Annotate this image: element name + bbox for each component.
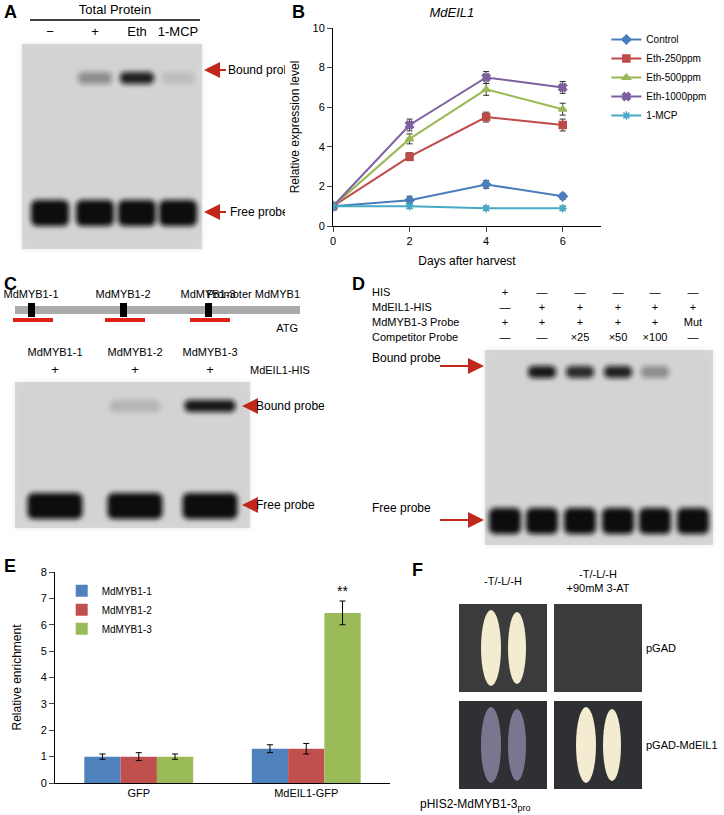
svg-text:—: — bbox=[613, 286, 624, 298]
svg-text:Promoter MdMYB1: Promoter MdMYB1 bbox=[206, 288, 300, 300]
svg-text:Total Protein: Total Protein bbox=[79, 2, 151, 17]
svg-text:pHIS2-MdMYB1-3pro: pHIS2-MdMYB1-3pro bbox=[420, 797, 530, 813]
svg-text:Bound probe: Bound probe bbox=[228, 63, 297, 77]
svg-text:+: + bbox=[615, 301, 621, 313]
svg-text:MdMYB1-2: MdMYB1-2 bbox=[95, 288, 150, 300]
html-text:C: C bbox=[4, 274, 17, 294]
svg-text:Eth-1000ppm: Eth-1000ppm bbox=[646, 91, 706, 102]
svg-text:Control: Control bbox=[646, 34, 678, 45]
svg-text:1: 1 bbox=[41, 750, 47, 762]
svg-text:**: ** bbox=[337, 583, 348, 599]
svg-text:7: 7 bbox=[41, 592, 47, 604]
svg-text:+: + bbox=[539, 301, 545, 313]
svg-text:MdEIL1-HIS: MdEIL1-HIS bbox=[250, 364, 310, 376]
svg-text:+: + bbox=[206, 362, 214, 377]
svg-text:Competitor Probe: Competitor Probe bbox=[372, 331, 458, 343]
svg-text:+: + bbox=[539, 316, 545, 328]
svg-text:Relative enrichment: Relative enrichment bbox=[10, 624, 24, 731]
svg-text:8: 8 bbox=[319, 61, 325, 73]
html-text:F: F bbox=[412, 560, 423, 580]
svg-text:3: 3 bbox=[41, 698, 47, 710]
html-text:A: A bbox=[4, 2, 17, 22]
svg-text:-T/-L/-H: -T/-L/-H bbox=[484, 575, 522, 587]
svg-text:Bound probe: Bound probe bbox=[372, 351, 441, 365]
svg-text:0: 0 bbox=[319, 220, 325, 232]
svg-text:10: 10 bbox=[313, 22, 325, 34]
svg-text:MdMYB1-1: MdMYB1-1 bbox=[27, 346, 82, 358]
svg-text:HIS: HIS bbox=[372, 286, 390, 298]
svg-text:Mut: Mut bbox=[684, 316, 702, 328]
svg-text:MdMYB1-3 Probe: MdMYB1-3 Probe bbox=[372, 316, 459, 328]
svg-text:—: — bbox=[500, 301, 511, 313]
svg-text:pGAD-MdEIL1: pGAD-MdEIL1 bbox=[646, 739, 718, 751]
svg-text:MdMYB1-3: MdMYB1-3 bbox=[102, 624, 152, 635]
svg-text:+: + bbox=[577, 316, 583, 328]
svg-text:+: + bbox=[131, 362, 139, 377]
svg-text:8: 8 bbox=[41, 566, 47, 578]
svg-text:ATG: ATG bbox=[276, 322, 298, 334]
svg-text:5: 5 bbox=[41, 645, 47, 657]
svg-text:MdEIL1: MdEIL1 bbox=[429, 5, 474, 20]
svg-text:—: — bbox=[688, 331, 699, 343]
svg-text:4: 4 bbox=[319, 141, 325, 153]
svg-text:1-MCP: 1-MCP bbox=[158, 24, 198, 39]
svg-text:GFP: GFP bbox=[127, 787, 150, 799]
svg-text:6: 6 bbox=[560, 235, 566, 247]
svg-text:pGAD: pGAD bbox=[646, 642, 676, 654]
svg-text:Relative expression level: Relative expression level bbox=[288, 61, 302, 194]
svg-text:—: — bbox=[537, 331, 548, 343]
html-text:B: B bbox=[292, 2, 305, 22]
svg-text:+: + bbox=[690, 301, 696, 313]
svg-text:4: 4 bbox=[483, 235, 489, 247]
svg-text:0: 0 bbox=[330, 235, 336, 247]
svg-text:+: + bbox=[577, 301, 583, 313]
svg-text:MdMYB1-3: MdMYB1-3 bbox=[182, 346, 237, 358]
svg-text:—: — bbox=[575, 286, 586, 298]
svg-text:1-MCP: 1-MCP bbox=[646, 110, 677, 121]
svg-text:2: 2 bbox=[407, 235, 413, 247]
svg-text:+: + bbox=[91, 24, 99, 39]
svg-text:—: — bbox=[650, 286, 661, 298]
svg-text:0: 0 bbox=[41, 777, 47, 789]
svg-text:+: + bbox=[652, 316, 658, 328]
svg-text:Bound probe: Bound probe bbox=[256, 399, 325, 413]
svg-text:+: + bbox=[502, 286, 508, 298]
svg-text:MdMYB1-2: MdMYB1-2 bbox=[107, 346, 162, 358]
svg-text:—: — bbox=[688, 286, 699, 298]
svg-text:Days after harvest: Days after harvest bbox=[418, 254, 516, 268]
svg-text:−: − bbox=[46, 24, 54, 39]
svg-text:+: + bbox=[51, 362, 59, 377]
svg-text:MdMYB1-1: MdMYB1-1 bbox=[3, 288, 59, 300]
svg-text:×50: ×50 bbox=[609, 331, 628, 343]
svg-text:4: 4 bbox=[41, 671, 47, 683]
svg-text:+: + bbox=[652, 301, 658, 313]
html-text:E: E bbox=[4, 556, 16, 576]
svg-text:6: 6 bbox=[319, 101, 325, 113]
svg-text:+: + bbox=[615, 316, 621, 328]
svg-text:Free probe: Free probe bbox=[372, 501, 431, 515]
svg-text:—: — bbox=[500, 331, 511, 343]
svg-text:—: — bbox=[537, 286, 548, 298]
svg-text:2: 2 bbox=[319, 180, 325, 192]
svg-text:Eth-250ppm: Eth-250ppm bbox=[646, 53, 700, 64]
svg-text:×100: ×100 bbox=[643, 331, 668, 343]
svg-text:MdEIL1-HIS: MdEIL1-HIS bbox=[372, 301, 432, 313]
svg-text:MdMYB1-1: MdMYB1-1 bbox=[102, 586, 152, 597]
html-text:D: D bbox=[352, 274, 365, 294]
svg-text:+: + bbox=[502, 316, 508, 328]
svg-text:2: 2 bbox=[41, 724, 47, 736]
svg-text:6: 6 bbox=[41, 619, 47, 631]
svg-text:MdMYB1-2: MdMYB1-2 bbox=[102, 605, 152, 616]
svg-text:-T/-L/-H: -T/-L/-H bbox=[579, 568, 617, 580]
svg-text:MdEIL1-GFP: MdEIL1-GFP bbox=[274, 787, 338, 799]
svg-text:Eth: Eth bbox=[127, 24, 147, 39]
svg-text:+90mM 3-AT: +90mM 3-AT bbox=[566, 582, 629, 594]
svg-text:×25: ×25 bbox=[571, 331, 590, 343]
svg-text:Eth-500ppm: Eth-500ppm bbox=[646, 72, 700, 83]
svg-text:Free probe: Free probe bbox=[230, 205, 289, 219]
svg-text:Free probe: Free probe bbox=[256, 498, 315, 512]
